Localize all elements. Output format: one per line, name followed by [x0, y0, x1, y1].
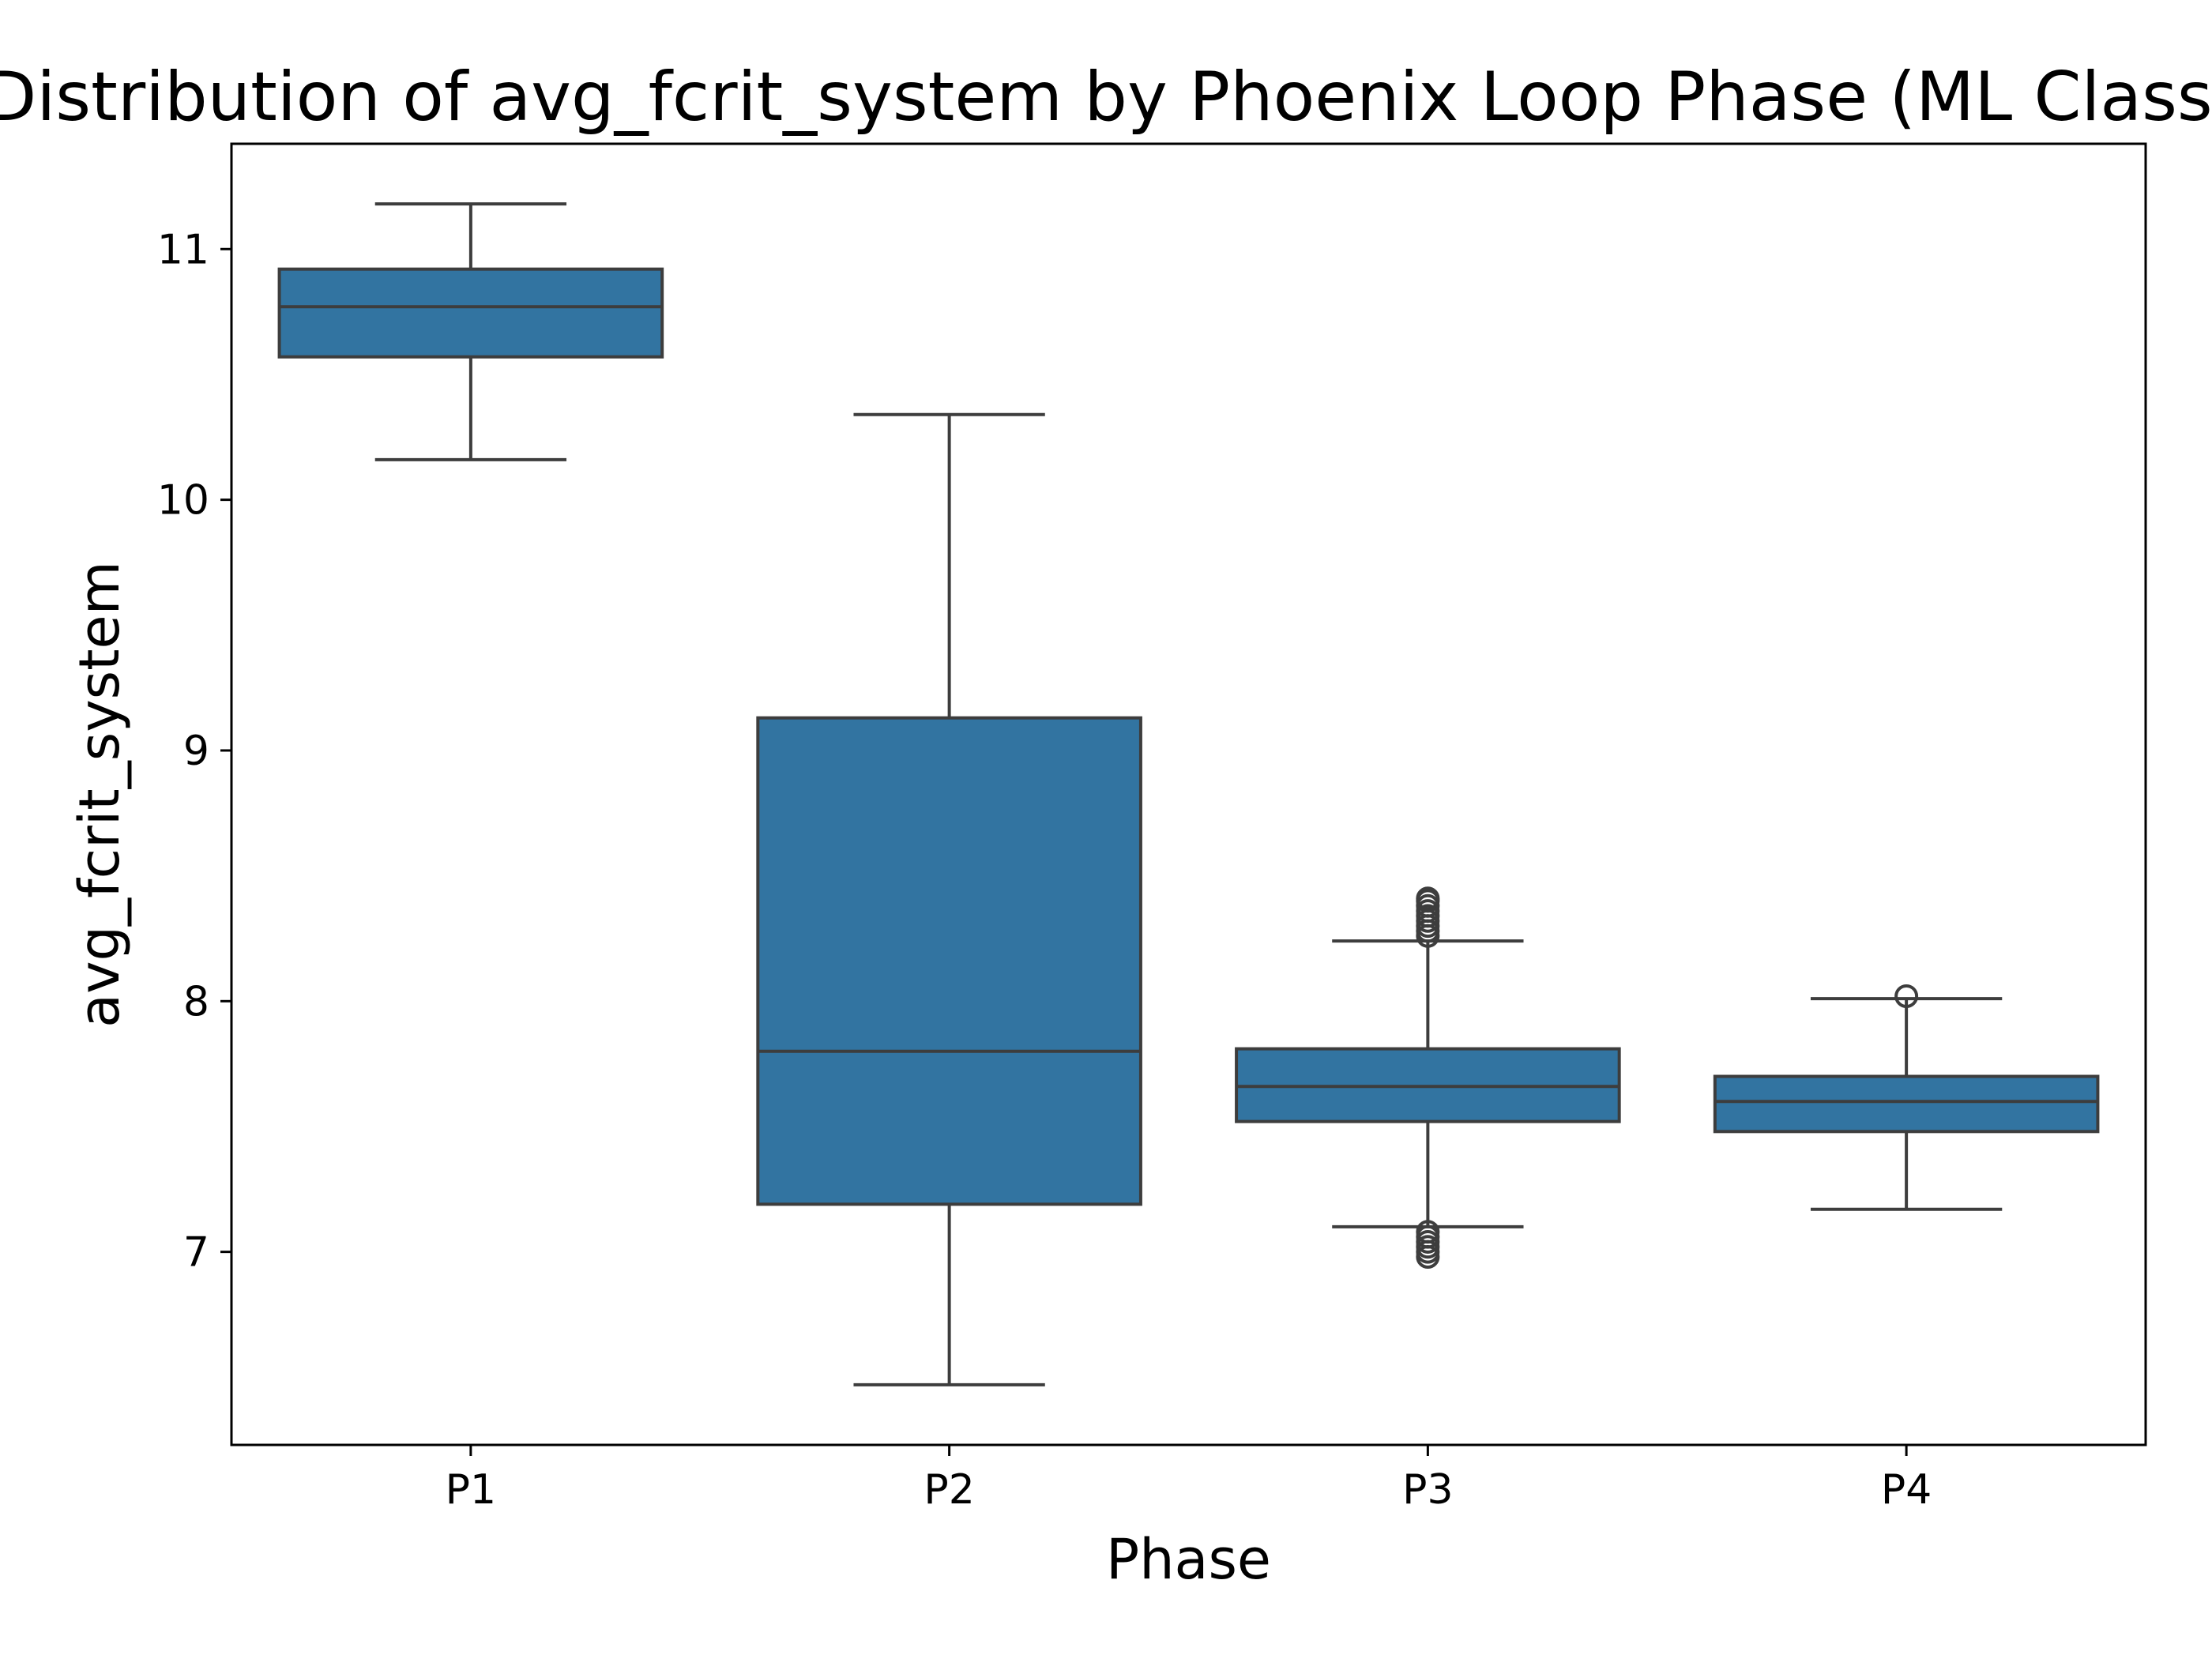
plot-frame — [230, 142, 2147, 1446]
box-p3 — [1235, 886, 1621, 1269]
box-p1 — [277, 202, 664, 461]
y-tick-label: 9 — [183, 728, 209, 775]
x-axis-label: Phase — [1106, 1527, 1271, 1592]
x-tick-label: P3 — [1402, 1466, 1453, 1514]
y-tick-label: 10 — [157, 477, 209, 525]
box-iqr — [756, 716, 1142, 1206]
outlier-point — [1416, 886, 1440, 911]
y-tick-label: 8 — [183, 978, 209, 1025]
outlier-point — [1416, 1220, 1440, 1244]
outlier-point — [1894, 984, 1919, 1008]
plot-area — [277, 202, 2100, 1386]
x-tick-label: P1 — [446, 1466, 496, 1514]
y-tick-label: 11 — [157, 226, 209, 273]
chart-title: Distribution of avg_fcrit_system by Phoe… — [0, 58, 2212, 137]
x-tick-label: P2 — [924, 1466, 974, 1514]
box-p2 — [756, 412, 1142, 1386]
box-p4 — [1713, 984, 2100, 1211]
y-axis-label: avg_fcrit_system — [67, 561, 132, 1028]
box-iqr — [277, 267, 664, 359]
axes: 7 8 9 10 11 P1 P2 P3 P4 — [157, 226, 1932, 1514]
y-tick-label: 7 — [183, 1229, 209, 1277]
x-tick-label: P4 — [1881, 1466, 1932, 1514]
box-iqr — [1713, 1074, 2100, 1134]
